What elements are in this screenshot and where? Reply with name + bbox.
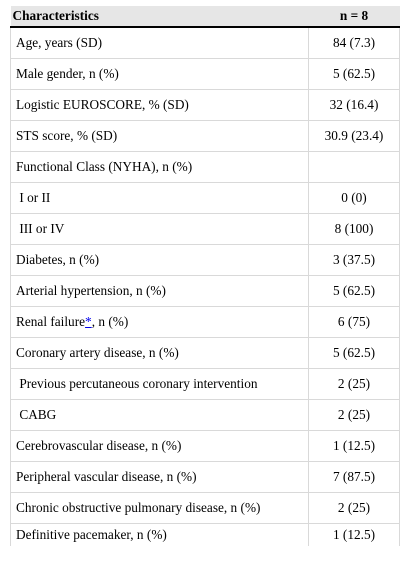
row-value: 5 (62.5): [308, 337, 400, 369]
row-label: Diabetes, n (%): [10, 244, 309, 276]
row-value: [308, 151, 400, 183]
row-value: 1 (12.5): [308, 523, 400, 546]
row-label: Chronic obstructive pulmonary disease, n…: [10, 492, 309, 524]
row-label: Renal failure*, n (%): [10, 306, 309, 338]
row-value: 1 (12.5): [308, 430, 400, 462]
footnote-link[interactable]: *: [85, 314, 92, 329]
row-value: 6 (75): [308, 306, 400, 338]
row-label: Age, years (SD): [10, 26, 309, 59]
row-label: Definitive pacemaker, n (%): [10, 523, 309, 546]
row-value: 5 (62.5): [308, 275, 400, 307]
table-row: Chronic obstructive pulmonary disease, n…: [10, 492, 400, 524]
row-label: Logistic EUROSCORE, % (SD): [10, 89, 309, 121]
table-row: Male gender, n (%) 5 (62.5): [10, 58, 400, 90]
row-value: 8 (100): [308, 213, 400, 245]
row-label: STS score, % (SD): [10, 120, 309, 152]
row-label: Male gender, n (%): [10, 58, 309, 90]
table-row: Diabetes, n (%) 3 (37.5): [10, 244, 400, 276]
table-row: III or IV 8 (100): [10, 213, 400, 245]
row-value: 0 (0): [308, 182, 400, 214]
table-row: CABG 2 (25): [10, 399, 400, 431]
row-label: Previous percutaneous coronary intervent…: [10, 368, 309, 400]
table-row: Previous percutaneous coronary intervent…: [10, 368, 400, 400]
table-row: Functional Class (NYHA), n (%): [10, 151, 400, 183]
table-row: I or II 0 (0): [10, 182, 400, 214]
row-label: I or II: [10, 182, 309, 214]
table-row: Definitive pacemaker, n (%) 1 (12.5): [10, 523, 400, 546]
table-row: Age, years (SD) 84 (7.3): [10, 26, 400, 59]
row-value: 7 (87.5): [308, 461, 400, 493]
table-row: Cerebrovascular disease, n (%) 1 (12.5): [10, 430, 400, 462]
table-row: Arterial hypertension, n (%) 5 (62.5): [10, 275, 400, 307]
renal-failure-suffix: , n (%): [91, 314, 129, 329]
row-label: Arterial hypertension, n (%): [10, 275, 309, 307]
renal-failure-label: Renal failure: [16, 314, 86, 329]
row-label: Coronary artery disease, n (%): [10, 337, 309, 369]
table-row: Coronary artery disease, n (%) 5 (62.5): [10, 337, 400, 369]
row-value: 32 (16.4): [308, 89, 400, 121]
row-value: 2 (25): [308, 492, 400, 524]
header-n: n = 8: [308, 6, 400, 28]
row-label: CABG: [10, 399, 309, 431]
row-label: III or IV: [10, 213, 309, 245]
row-value: 30.9 (23.4): [308, 120, 400, 152]
row-value: 84 (7.3): [308, 26, 400, 59]
characteristics-table: Characteristics n = 8 Age, years (SD) 84…: [10, 6, 400, 546]
table-row: STS score, % (SD) 30.9 (23.4): [10, 120, 400, 152]
row-label: Peripheral vascular disease, n (%): [10, 461, 309, 493]
table-row: Peripheral vascular disease, n (%) 7 (87…: [10, 461, 400, 493]
row-value: 2 (25): [308, 368, 400, 400]
row-label: Functional Class (NYHA), n (%): [10, 151, 309, 183]
row-value: 2 (25): [308, 399, 400, 431]
row-label: Cerebrovascular disease, n (%): [10, 430, 309, 462]
row-value: 5 (62.5): [308, 58, 400, 90]
table-row: Logistic EUROSCORE, % (SD) 32 (16.4): [10, 89, 400, 121]
row-value: 3 (37.5): [308, 244, 400, 276]
header-characteristics: Characteristics: [10, 6, 309, 28]
table-header-row: Characteristics n = 8: [10, 6, 400, 28]
table-row: Renal failure*, n (%) 6 (75): [10, 306, 400, 338]
